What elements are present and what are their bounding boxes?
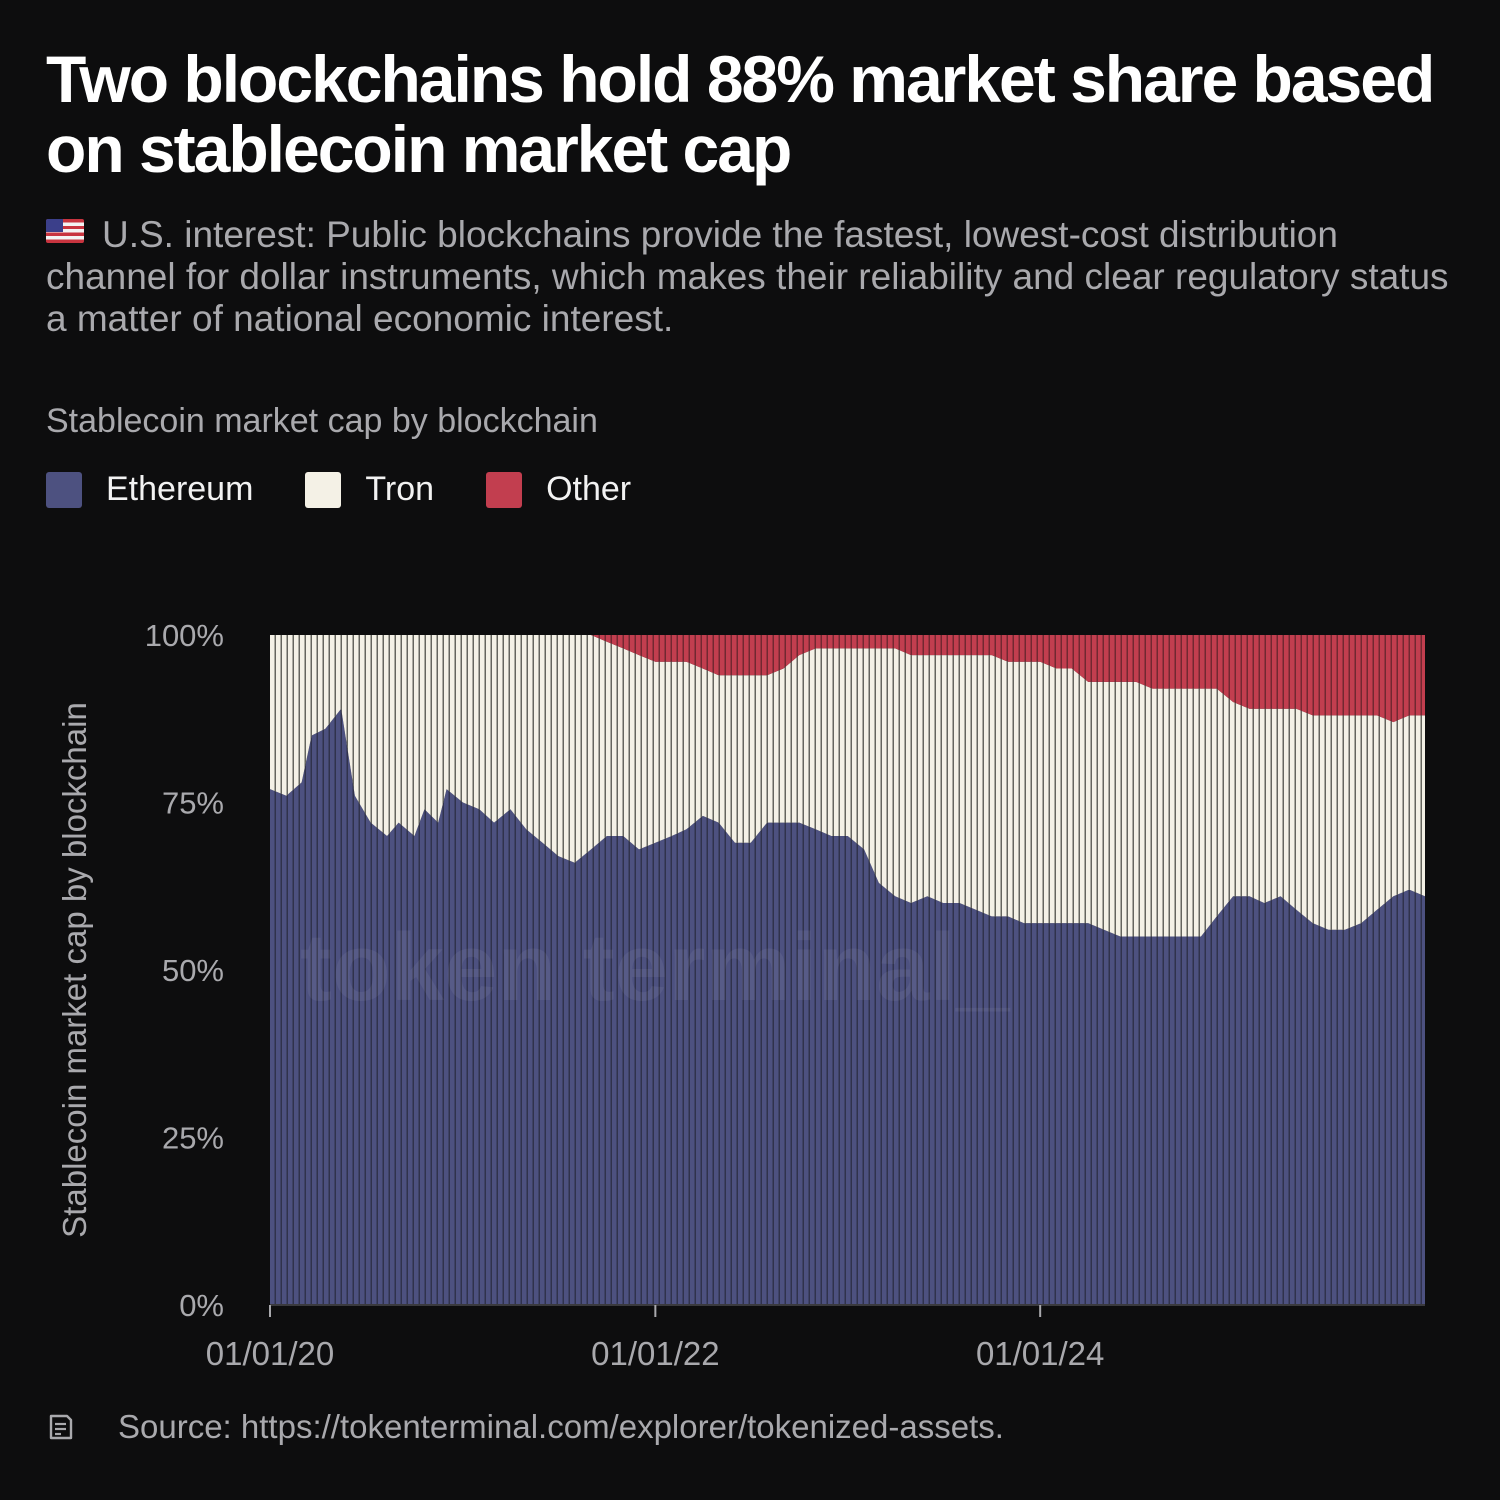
chart-legend: Ethereum Tron Other: [46, 470, 683, 509]
source-text: Source: https://tokenterminal.com/explor…: [118, 1408, 1004, 1445]
x-tick-label: 01/01/20: [206, 1335, 334, 1372]
y-tick-label: 0%: [179, 1288, 224, 1323]
y-tick-label: 100%: [145, 618, 224, 653]
legend-label-other: Other: [546, 470, 632, 508]
legend-label-ethereum: Ethereum: [106, 470, 254, 508]
legend-swatch-other: [486, 471, 523, 508]
y-axis-label: Stablecoin market cap by blockchain: [56, 702, 93, 1238]
area-texture-tron: [270, 635, 1425, 937]
watermark: token terminal_: [300, 914, 1011, 1021]
chart-title: Stablecoin market cap by blockchain: [46, 402, 598, 440]
legend-item-tron: Tron: [305, 470, 434, 509]
subtitle-text: U.S. interest: Public blockchains provid…: [46, 214, 1449, 339]
subtitle: U.S. interest: Public blockchains provid…: [46, 214, 1466, 340]
legend-item-ethereum: Ethereum: [46, 470, 253, 509]
legend-swatch-ethereum: [46, 471, 82, 508]
y-tick-label: 50%: [162, 953, 224, 988]
x-tick-label: 01/01/22: [591, 1335, 719, 1372]
x-tick-label: 01/01/24: [976, 1335, 1104, 1372]
source-note: Source: https://tokenterminal.com/explor…: [46, 1408, 1004, 1446]
us-flag-icon: [46, 219, 84, 243]
y-tick-label: 25%: [162, 1121, 224, 1156]
document-icon: [49, 1414, 73, 1440]
area-texture-ethereum: [270, 708, 1425, 1305]
page-title: Two blockchains hold 88% market share ba…: [46, 42, 1435, 186]
legend-label-tron: Tron: [365, 470, 435, 508]
area-texture-other: [270, 635, 1425, 723]
y-tick-label: 75%: [162, 786, 224, 821]
legend-item-other: Other: [486, 470, 631, 509]
legend-swatch-tron: [305, 471, 342, 508]
